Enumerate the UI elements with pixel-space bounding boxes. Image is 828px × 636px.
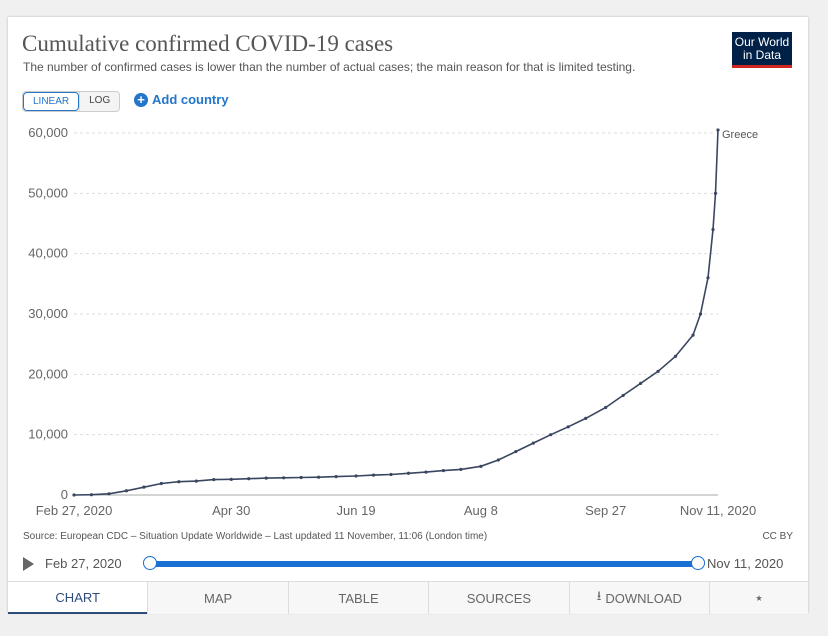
- series-line: [73, 129, 719, 496]
- data-point: [566, 425, 570, 429]
- y-tick-label: 0: [61, 487, 68, 502]
- y-tick-label: 60,000: [28, 125, 68, 140]
- data-point: [706, 276, 710, 280]
- y-axis: 0 10,000 20,000 30,000 40,000 50,000 60,000: [28, 125, 68, 502]
- tab-map[interactable]: MAP: [147, 582, 288, 614]
- data-point: [639, 381, 643, 385]
- data-point: [177, 480, 181, 484]
- data-point: [514, 449, 518, 454]
- timeline-end-label: Nov 11, 2020: [707, 556, 784, 571]
- linear-button[interactable]: LINEAR: [23, 92, 80, 111]
- data-point: [124, 489, 129, 493]
- x-tick-label: Apr 30: [212, 503, 250, 518]
- series: Greece: [72, 128, 758, 497]
- data-point: [673, 354, 678, 358]
- add-country-label: Add country: [152, 92, 229, 107]
- data-point: [424, 470, 428, 474]
- data-point: [496, 458, 500, 462]
- y-tick-label: 30,000: [28, 306, 68, 321]
- data-point: [621, 393, 625, 398]
- data-point: [713, 191, 718, 195]
- data-point: [604, 405, 608, 410]
- data-point: [549, 433, 553, 437]
- x-axis: Feb 27, 2020 Apr 30 Jun 19 Aug 8 Sep 27 Nov 1…: [36, 503, 757, 518]
- timeline: Feb 27, 2020 Nov 11, 2020: [23, 553, 793, 575]
- data-point: [194, 479, 198, 483]
- data-point: [334, 474, 338, 479]
- data-point: [299, 475, 303, 480]
- chart-title: Cumulative confirmed COVID-19 cases: [22, 31, 394, 56]
- data-point: [247, 477, 251, 481]
- data-point: [371, 473, 376, 477]
- logo-line-2: in Data: [742, 48, 782, 62]
- tab-chart[interactable]: CHART: [8, 582, 148, 614]
- x-tick-label: Feb 27, 2020: [36, 503, 113, 518]
- tab-download[interactable]: ⭳ DOWNLOAD: [568, 582, 710, 614]
- y-tick-label: 50,000: [28, 185, 68, 200]
- data-point: [212, 478, 216, 482]
- log-button[interactable]: LOG: [79, 92, 120, 111]
- data-point: [264, 476, 268, 480]
- license-link[interactable]: CC BY: [762, 531, 793, 542]
- x-tick-label: Sep 27: [585, 503, 626, 518]
- data-point: [89, 493, 94, 497]
- data-point: [159, 481, 163, 486]
- tab-sources[interactable]: SOURCES: [428, 582, 569, 614]
- data-point: [72, 493, 76, 497]
- play-icon[interactable]: [23, 557, 34, 571]
- y-tick-label: 10,000: [28, 427, 68, 442]
- x-tick-label: Nov 11, 2020: [680, 503, 756, 518]
- timeline-end-handle[interactable]: [691, 556, 705, 570]
- add-country-button[interactable]: + Add country: [134, 92, 229, 107]
- data-point: [584, 416, 588, 420]
- data-point: [406, 471, 411, 475]
- data-point: [389, 472, 393, 477]
- grid: [74, 132, 718, 496]
- data-point: [317, 475, 321, 479]
- data-point: [531, 441, 535, 445]
- owid-logo[interactable]: Our World in Data: [732, 32, 792, 68]
- tab-bar: CHART MAP TABLE SOURCES ⭳ DOWNLOAD ⭑: [8, 581, 809, 614]
- y-tick-label: 40,000: [28, 246, 68, 261]
- x-tick-label: Aug 8: [464, 503, 498, 518]
- scale-toggle: LINEAR LOG: [22, 91, 121, 112]
- series-label: Greece: [722, 129, 758, 141]
- logo-line-1: Our World: [734, 35, 790, 49]
- data-point: [459, 467, 463, 471]
- data-point: [656, 369, 660, 373]
- data-point: [716, 128, 720, 132]
- data-point: [441, 468, 446, 473]
- x-tick-label: Jun 19: [337, 503, 376, 518]
- data-point: [354, 474, 358, 478]
- share-icon: ⭑: [755, 590, 763, 605]
- chart-subtitle: The number of confirmed cases is lower t…: [23, 60, 636, 74]
- share-button[interactable]: ⭑: [709, 582, 809, 614]
- download-icon: ⭳: [596, 588, 602, 603]
- data-point: [229, 477, 233, 481]
- y-tick-label: 20,000: [28, 366, 68, 381]
- chart-card: Cumulative confirmed COVID-19 cases The …: [8, 17, 809, 614]
- data-point: [691, 333, 695, 337]
- tab-download-label: DOWNLOAD: [605, 590, 682, 606]
- timeline-start-label: Feb 27, 2020: [45, 556, 122, 571]
- data-point: [107, 492, 111, 496]
- timeline-track[interactable]: [150, 561, 698, 567]
- data-point: [479, 464, 483, 468]
- data-point: [142, 485, 146, 489]
- timeline-start-handle[interactable]: [143, 556, 157, 570]
- plus-circle-icon: +: [134, 92, 148, 107]
- tab-table[interactable]: TABLE: [287, 582, 429, 614]
- source-note[interactable]: Source: European CDC – Situation Update …: [23, 531, 488, 542]
- data-point: [282, 476, 286, 480]
- line-chart: 0 10,000 20,000 30,000 40,000 50,000 60,000 Fe…: [28, 125, 758, 518]
- data-point: [711, 227, 715, 232]
- data-point: [698, 312, 703, 316]
